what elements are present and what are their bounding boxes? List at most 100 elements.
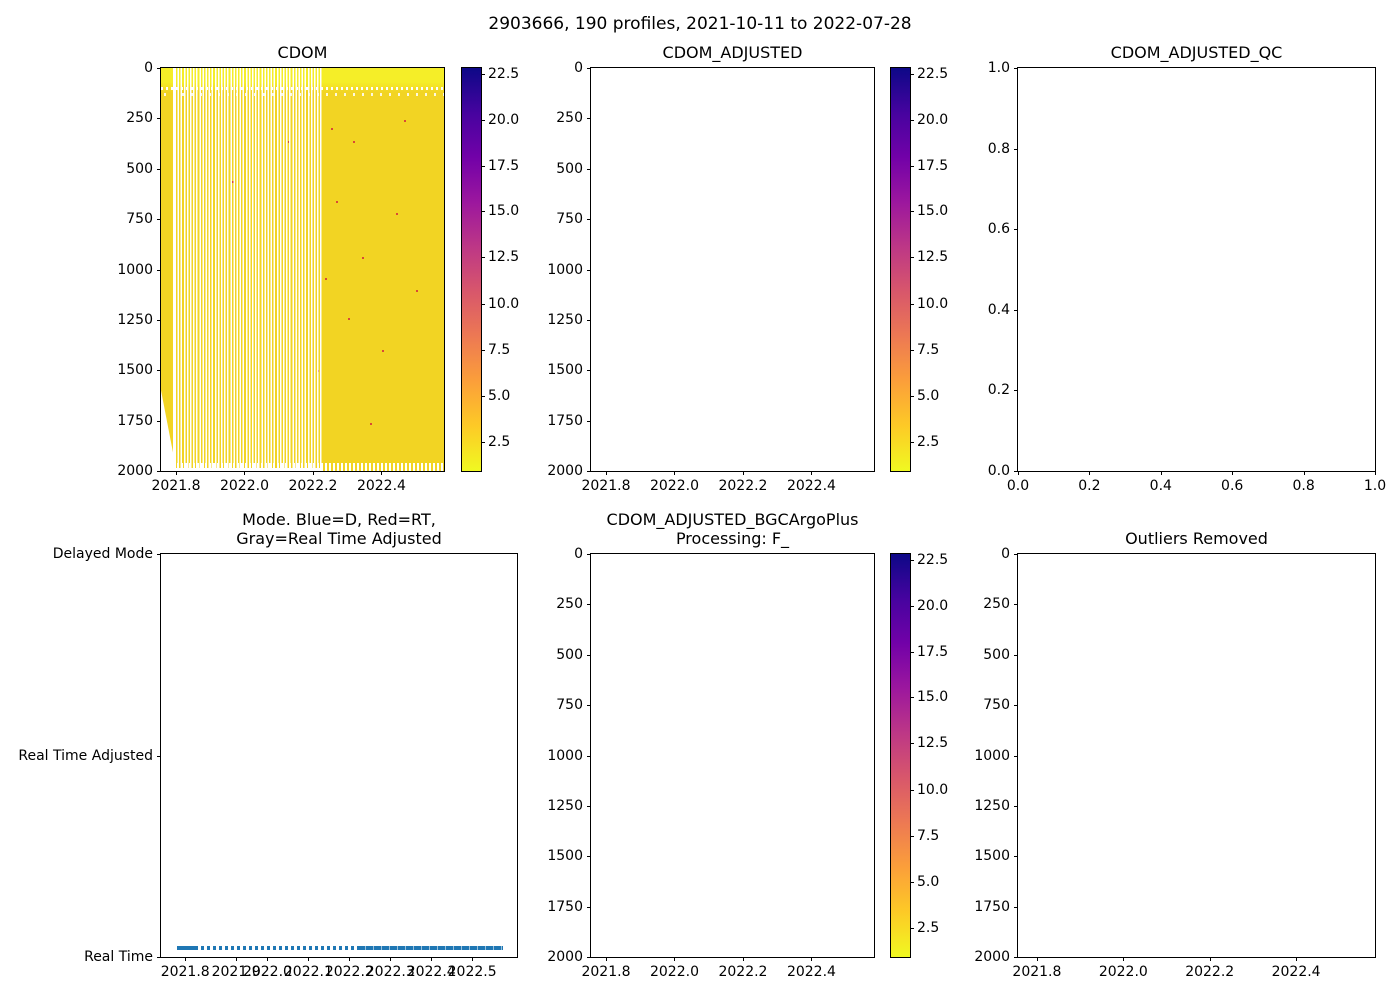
x-tick-mark xyxy=(185,957,187,961)
x-tick-label: 2022.0 xyxy=(649,964,699,980)
x-tick-label: 2021.8 xyxy=(581,478,631,494)
y-tick-mark xyxy=(157,168,161,170)
colorbar-tick-mark xyxy=(910,349,914,351)
colorbar-tick-label: 5.0 xyxy=(917,873,940,890)
x-tick-mark xyxy=(267,957,269,961)
heatmap-layer xyxy=(175,468,322,471)
y-tick-mark xyxy=(587,370,591,372)
y-tick-label: 0 xyxy=(144,60,153,76)
y-tick-mark xyxy=(157,471,161,472)
x-tick-mark xyxy=(472,957,474,961)
y-tick-mark xyxy=(587,654,591,656)
y-tick-mark xyxy=(587,604,591,606)
x-tick-label: 2022.0 xyxy=(649,478,699,494)
subplot-outliers: Outliers Removed 2021.8 2022.0 2022.2 2022.… xyxy=(974,529,1376,980)
x-tick-mark xyxy=(811,471,813,475)
x-tick-label: 2021.8 xyxy=(151,478,201,494)
mode-title-line2: Gray=Real Time Adjusted xyxy=(236,529,442,548)
colorbar-tick-label: 2.5 xyxy=(917,919,940,936)
y-tick-label: 500 xyxy=(556,646,583,663)
y-tick-mark xyxy=(157,370,161,372)
y-tick-mark xyxy=(587,319,591,321)
y-tick-label: 1250 xyxy=(547,797,583,814)
y-tick-label: 0 xyxy=(574,60,583,76)
colorbar-tick-mark xyxy=(910,651,914,653)
x-tick-label: 2021.9 xyxy=(211,964,261,980)
y-tick-label: 750 xyxy=(556,211,583,228)
x-tick-mark xyxy=(244,471,246,475)
y-tick-label: 0.6 xyxy=(987,221,1010,238)
bgc-colorbar: 22.5 20.0 17.5 15.0 12.5 10.0 7.5 5.0 2.5 xyxy=(890,552,948,958)
y-tick-label: 750 xyxy=(126,211,153,228)
colorbar-tick-label: 10.0 xyxy=(917,295,949,312)
colorbar-tick-label: 15.0 xyxy=(488,203,520,220)
bgc-axes: 2021.8 2022.0 2022.2 2022.4 0 250 500 750 1000 12… xyxy=(547,546,875,980)
subplot-bgc-title: CDOM_ADJUSTED_BGCArgoPlus Processing: F_ xyxy=(530,510,935,548)
x-tick-mark xyxy=(308,957,310,961)
y-tick-mark xyxy=(157,420,161,422)
subplot-outliers-title: Outliers Removed xyxy=(1125,529,1268,548)
y-tick-mark xyxy=(1014,229,1018,231)
y-tick-mark xyxy=(587,118,591,120)
heatmap-layer xyxy=(415,289,418,292)
y-tick-label: Real Time xyxy=(84,949,153,965)
heatmap-layer xyxy=(381,350,384,353)
colorbar-tick-mark xyxy=(910,743,914,745)
colorbar-tick-mark xyxy=(910,559,914,561)
y-tick-mark xyxy=(1014,805,1018,807)
colorbar-tick-label: 15.0 xyxy=(917,203,949,220)
x-tick-mark xyxy=(1303,471,1305,475)
colorbar-tick-label: 7.5 xyxy=(488,341,511,358)
y-tick-mark xyxy=(587,957,591,958)
y-tick-mark xyxy=(587,755,591,757)
colorbar-tick-mark xyxy=(910,303,914,305)
colorbar-tick-mark xyxy=(910,441,914,443)
y-tick-label: 1250 xyxy=(547,311,583,328)
x-tick-label: 2022.1 xyxy=(283,964,333,980)
y-tick-label: 0 xyxy=(574,546,583,562)
y-tick-mark xyxy=(587,554,591,555)
subplot-mode-title: Mode. Blue=D, Red=RT, Gray=Real Time Adj… xyxy=(100,510,578,548)
y-tick-label: 1250 xyxy=(974,797,1010,814)
colorbar-tick-mark xyxy=(910,119,914,121)
y-tick-label: 2000 xyxy=(974,949,1010,965)
colorbar-tick-mark xyxy=(910,165,914,167)
y-tick-mark xyxy=(1014,705,1018,707)
colorbar-tick-mark xyxy=(481,119,485,121)
x-tick-label: 2022.4 xyxy=(356,478,406,494)
subplot-bgc: CDOM_ADJUSTED_BGCArgoPlus Processing: F_… xyxy=(547,510,875,980)
x-tick-label: 2022.2 xyxy=(718,478,768,494)
colorbar-tick-mark xyxy=(910,73,914,75)
colorbar-tick-mark xyxy=(481,441,485,443)
subplot-cdom-adjusted-qc: CDOM_ADJUSTED_QC 0.0 0.2 0.4 0.6 0.8 1.0 1.0 0.… xyxy=(988,43,1386,494)
colorbar-tick-mark xyxy=(481,257,485,259)
y-tick-label: 500 xyxy=(556,160,583,177)
bgc-title-line2: Processing: F_ xyxy=(675,529,790,548)
y-tick-label: 750 xyxy=(983,697,1010,714)
x-tick-mark xyxy=(811,957,813,961)
subplot-cdom-adjusted: CDOM_ADJUSTED 2021.8 2022.0 2022.2 2022.4 0 2… xyxy=(547,43,875,494)
colorbar-tick-mark xyxy=(910,835,914,837)
x-tick-label: 2022.2 xyxy=(288,478,338,494)
y-tick-label: 1750 xyxy=(547,898,583,915)
y-tick-mark xyxy=(587,705,591,707)
x-tick-mark xyxy=(349,957,351,961)
x-tick-label: 2022.0 xyxy=(219,478,269,494)
x-tick-mark xyxy=(236,957,238,961)
y-tick-mark xyxy=(1014,957,1018,958)
y-tick-label: 0 xyxy=(1001,546,1010,562)
x-tick-label: 2022.5 xyxy=(447,964,497,980)
y-tick-label: 1750 xyxy=(117,412,153,429)
colorbar-tick-label: 20.0 xyxy=(917,111,949,128)
y-tick-mark xyxy=(587,269,591,271)
colorbar-tick-mark xyxy=(481,395,485,397)
y-tick-label: 250 xyxy=(126,110,153,127)
y-tick-label: Real Time Adjusted xyxy=(18,747,153,764)
heatmap-layer xyxy=(325,277,328,280)
x-tick-mark xyxy=(1296,957,1298,961)
y-tick-mark xyxy=(157,118,161,120)
y-tick-label: 1000 xyxy=(974,747,1010,764)
y-tick-label: Delayed Mode xyxy=(52,546,153,562)
x-tick-label: 2022.4 xyxy=(406,964,456,980)
